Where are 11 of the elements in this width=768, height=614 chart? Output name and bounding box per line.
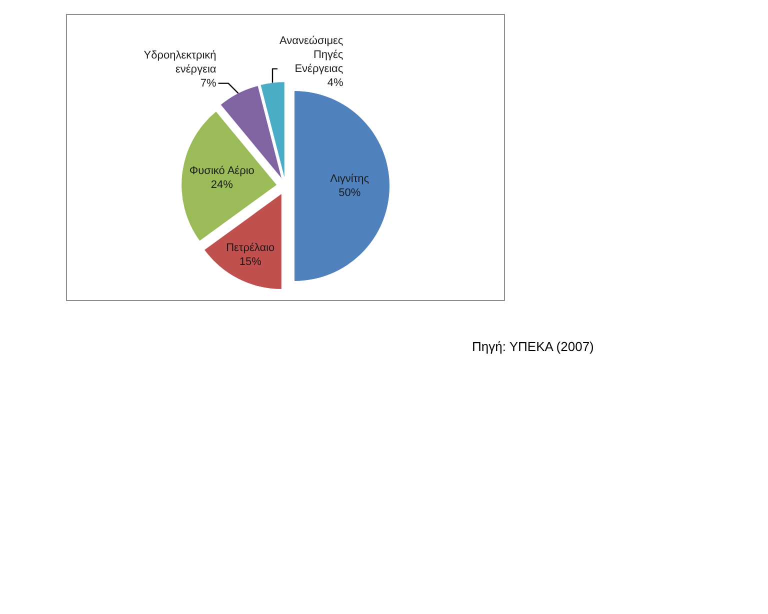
slice-label: Υδροηλεκτρική ενέργεια (144, 49, 217, 76)
data-label: 7% (200, 77, 216, 90)
text: Πηγή: ΥΠΕΚΑ (2007) (472, 339, 594, 354)
data-label: 50% (338, 187, 361, 199)
slice-label: Ανανεώσιμες Πηγές Ενέργειας (279, 34, 344, 75)
slice-label: Φυσικό Αέριο (189, 164, 254, 177)
slice-label: Λιγνίτης (330, 173, 370, 185)
data-label: 4% (327, 76, 344, 89)
data-label: 24% (210, 178, 234, 191)
data-label: 15% (239, 256, 262, 268)
slice-label: Πετρέλαιο (226, 242, 275, 254)
